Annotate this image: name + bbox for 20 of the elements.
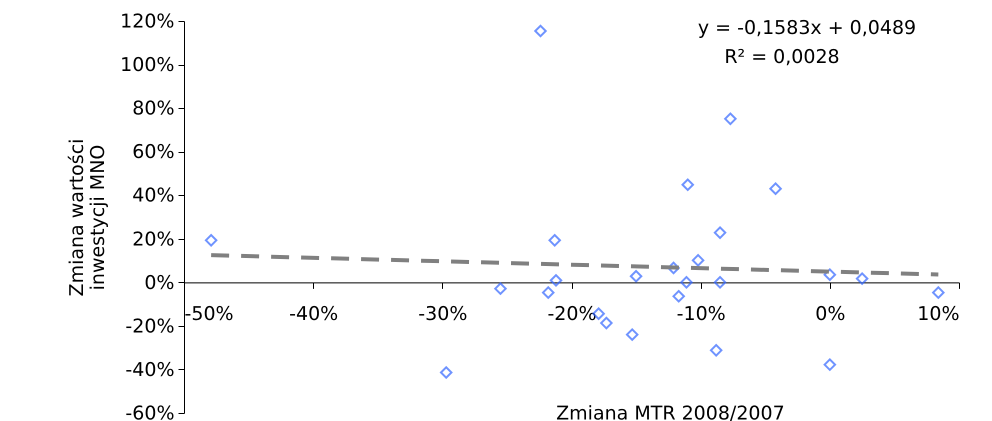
x-tick-label: -30% (418, 302, 468, 325)
y-tick-label: 0% (144, 272, 174, 294)
x-tick-label: -10% (676, 302, 726, 325)
y-tick-label: 20% (132, 228, 174, 250)
y-tick-label: 120% (120, 10, 174, 32)
x-tick-label: -20% (547, 302, 597, 325)
y-tick-label: 100% (120, 54, 174, 76)
annotation: y = -0,1583x + 0,0489 (698, 17, 916, 39)
y-axis-title: Zmiana wartości inwestycji MNO (66, 138, 110, 296)
y-tick-label: -40% (125, 358, 174, 381)
y-tick-label: 40% (132, 184, 174, 207)
x-tick-label: 0% (815, 302, 846, 325)
annotation: R² = 0,0028 (724, 46, 840, 68)
y-tick-label: 80% (132, 98, 174, 120)
x-tick-label: 10% (917, 302, 960, 325)
y-tick-label: -60% (125, 402, 174, 421)
x-tick-label: -50% (184, 302, 234, 325)
y-tick-label: 60% (132, 141, 174, 164)
x-axis-title: Zmiana MTR 2008/2007 (556, 402, 785, 421)
x-tick-label: -40% (289, 302, 338, 325)
